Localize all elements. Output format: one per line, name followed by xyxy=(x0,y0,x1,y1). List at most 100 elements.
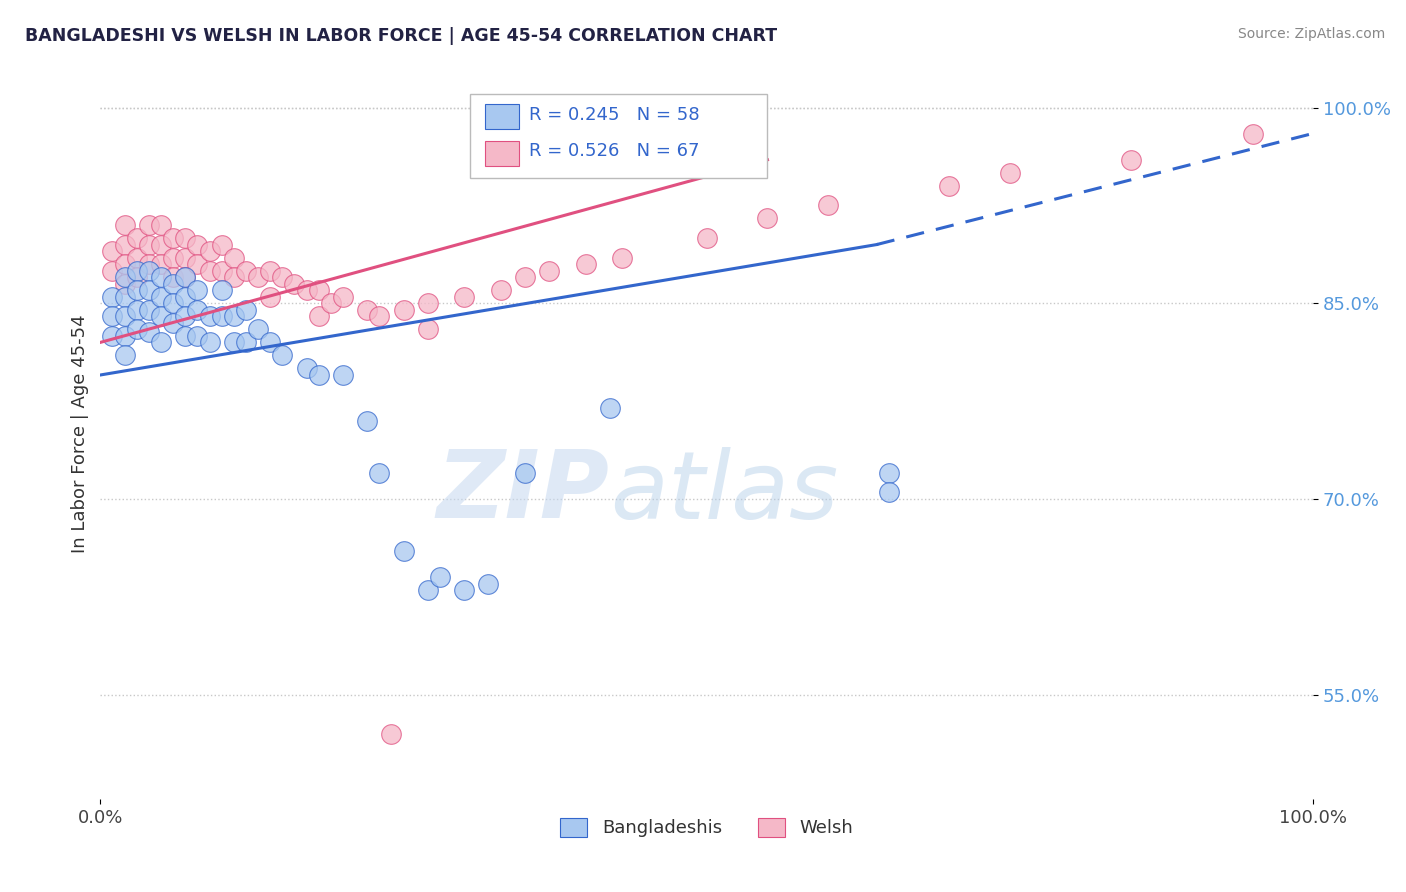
Point xyxy=(211,237,233,252)
Point xyxy=(114,237,136,252)
Point xyxy=(308,283,330,297)
Point xyxy=(101,310,124,324)
Point xyxy=(817,198,839,212)
Point xyxy=(150,270,173,285)
Point xyxy=(259,290,281,304)
Point xyxy=(162,316,184,330)
Point xyxy=(271,348,294,362)
Text: BANGLADESHI VS WELSH IN LABOR FORCE | AGE 45-54 CORRELATION CHART: BANGLADESHI VS WELSH IN LABOR FORCE | AG… xyxy=(25,27,778,45)
Point xyxy=(138,283,160,297)
Text: Source: ZipAtlas.com: Source: ZipAtlas.com xyxy=(1237,27,1385,41)
Point xyxy=(429,570,451,584)
Point xyxy=(114,310,136,324)
Point xyxy=(162,296,184,310)
Point xyxy=(101,290,124,304)
Point xyxy=(174,310,197,324)
Point xyxy=(1241,127,1264,141)
Point xyxy=(114,257,136,271)
Point xyxy=(211,283,233,297)
Point xyxy=(247,322,270,336)
Point xyxy=(198,263,221,277)
Point xyxy=(271,270,294,285)
Point xyxy=(101,329,124,343)
Point xyxy=(513,270,536,285)
Point xyxy=(186,237,208,252)
Point xyxy=(295,283,318,297)
Point xyxy=(186,257,208,271)
Point xyxy=(125,251,148,265)
Point xyxy=(174,329,197,343)
Point xyxy=(138,237,160,252)
Point xyxy=(150,290,173,304)
Point xyxy=(877,485,900,500)
Point xyxy=(356,302,378,317)
Point xyxy=(114,290,136,304)
Point xyxy=(114,218,136,232)
Point xyxy=(138,257,160,271)
Point xyxy=(211,310,233,324)
Point xyxy=(162,277,184,291)
Point xyxy=(174,231,197,245)
Text: ZIP: ZIP xyxy=(437,446,610,538)
Point xyxy=(453,583,475,598)
Point xyxy=(574,257,596,271)
Point xyxy=(998,166,1021,180)
Point xyxy=(392,544,415,558)
Point xyxy=(416,583,439,598)
Point xyxy=(125,322,148,336)
Y-axis label: In Labor Force | Age 45-54: In Labor Force | Age 45-54 xyxy=(72,314,89,553)
Point xyxy=(114,270,136,285)
Point xyxy=(174,270,197,285)
Point xyxy=(186,283,208,297)
Point xyxy=(222,270,245,285)
Point xyxy=(1121,153,1143,167)
Point xyxy=(319,296,342,310)
Point xyxy=(332,368,354,382)
Point xyxy=(162,251,184,265)
Point xyxy=(211,263,233,277)
Point xyxy=(756,211,779,226)
Point xyxy=(186,329,208,343)
Point xyxy=(368,466,391,480)
Point xyxy=(125,283,148,297)
Point xyxy=(186,302,208,317)
Point xyxy=(332,290,354,304)
Point xyxy=(477,576,499,591)
Bar xyxy=(470,94,768,178)
Point xyxy=(150,335,173,350)
Point xyxy=(247,270,270,285)
Point xyxy=(150,237,173,252)
Point xyxy=(138,218,160,232)
Point xyxy=(513,466,536,480)
Point xyxy=(174,290,197,304)
Point xyxy=(489,283,512,297)
Point xyxy=(138,263,160,277)
Point xyxy=(150,310,173,324)
Point xyxy=(222,335,245,350)
Text: R = 0.526   N = 67: R = 0.526 N = 67 xyxy=(529,142,699,160)
Point xyxy=(368,310,391,324)
Point xyxy=(392,302,415,317)
Point xyxy=(380,726,402,740)
Point xyxy=(308,310,330,324)
Point xyxy=(174,251,197,265)
Point xyxy=(453,290,475,304)
Point xyxy=(222,310,245,324)
Point xyxy=(125,302,148,317)
Point xyxy=(538,263,561,277)
Text: R = 0.245   N = 58: R = 0.245 N = 58 xyxy=(529,105,699,123)
Point xyxy=(416,322,439,336)
Point xyxy=(125,263,148,277)
Point xyxy=(125,270,148,285)
Bar xyxy=(485,104,519,129)
Point xyxy=(356,414,378,428)
Bar xyxy=(485,141,519,166)
Point xyxy=(162,270,184,285)
Legend: Bangladeshis, Welsh: Bangladeshis, Welsh xyxy=(553,811,860,845)
Point xyxy=(259,335,281,350)
Point xyxy=(259,263,281,277)
Point xyxy=(162,231,184,245)
Point xyxy=(416,296,439,310)
Point xyxy=(235,263,257,277)
Point xyxy=(696,231,718,245)
